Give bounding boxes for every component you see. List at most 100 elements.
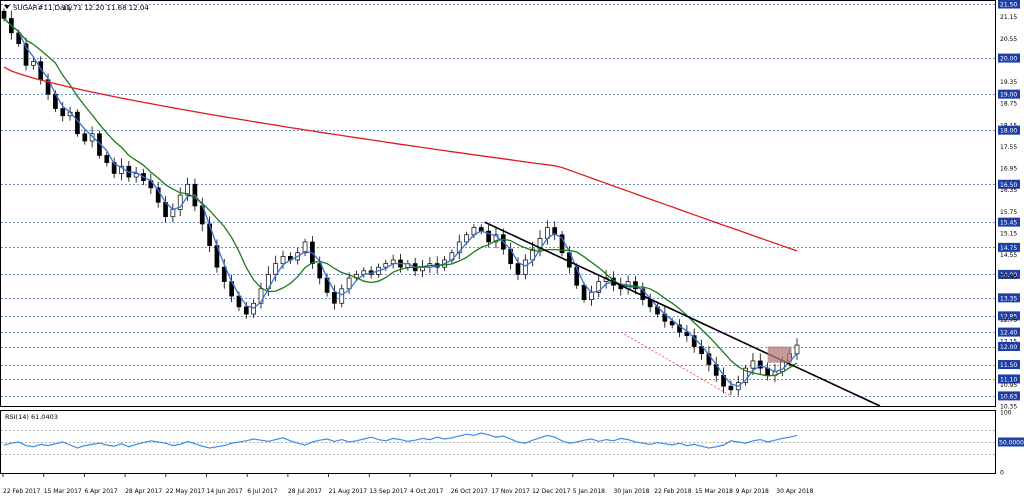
price-level-badge bbox=[998, 179, 1020, 189]
time-axis-label: 4 Oct 2017 bbox=[410, 488, 443, 495]
candle-body bbox=[750, 360, 756, 369]
candle-body bbox=[332, 292, 337, 304]
price-axis-label: 18.00 bbox=[1000, 128, 1017, 135]
price-axis-label: 13.35 bbox=[1000, 295, 1017, 302]
price-axis-label: 19.00 bbox=[1000, 92, 1017, 99]
medium-moving-average-line bbox=[3, 17, 798, 377]
price-axis-label: 15.45 bbox=[1000, 220, 1017, 227]
candle-body bbox=[243, 306, 249, 315]
candle-body bbox=[633, 281, 638, 290]
time-axis-label: 14 Jun 2017 bbox=[207, 488, 243, 495]
chart-menu-icon[interactable] bbox=[4, 5, 10, 9]
candle-body bbox=[669, 320, 675, 326]
time-axis-label: 5 Jan 2018 bbox=[573, 488, 605, 495]
candle-body bbox=[104, 155, 110, 163]
rsi-panel-frame bbox=[0, 410, 996, 474]
price-level-badge bbox=[998, 242, 1020, 252]
rsi-line bbox=[3, 432, 798, 449]
price-level-badge bbox=[998, 342, 1020, 352]
candle-body bbox=[684, 331, 690, 337]
candle-body bbox=[1, 10, 7, 19]
dashed-support-line bbox=[620, 331, 732, 397]
price-axis-label: 18.75 bbox=[1000, 101, 1017, 108]
price-axis: 21.5021.1520.5520.0019.3519.0018.7518.15… bbox=[998, 0, 1020, 411]
candle-body bbox=[177, 194, 183, 210]
candle-body bbox=[185, 183, 190, 196]
candle-body bbox=[596, 281, 602, 293]
candle-body bbox=[677, 324, 682, 333]
slow-moving-average-line bbox=[3, 66, 798, 252]
price-axis-label: 10.95 bbox=[1000, 382, 1017, 389]
price-grid bbox=[0, 0, 996, 474]
time-axis-label: 22 Feb 2017 bbox=[3, 488, 41, 495]
time-axis-label: 30 Jan 2018 bbox=[614, 488, 650, 495]
time-axis-label: 22 May 2017 bbox=[166, 488, 205, 495]
price-axis-label: 11.50 bbox=[1000, 362, 1017, 369]
price-axis-label: 14.75 bbox=[1000, 245, 1017, 252]
price-axis-label: 15.15 bbox=[1000, 230, 1017, 237]
rsi-title: RSI(14) 61.0403 bbox=[5, 413, 58, 421]
time-axis-label: 28 Jul 2017 bbox=[288, 488, 322, 495]
price-axis-label: 21.15 bbox=[1000, 14, 1017, 21]
candle-body bbox=[273, 263, 279, 275]
candle-body bbox=[515, 263, 521, 275]
candle-body bbox=[346, 277, 352, 290]
rsi-axis-label: 50.0000 bbox=[999, 440, 1024, 447]
price-level-badge bbox=[998, 374, 1020, 384]
time-axis: 22 Feb 2017 15 Mar 2017 6 Apr 2017 28 Apr 2… bbox=[2, 474, 814, 495]
price-axis-label: 20.00 bbox=[1000, 56, 1017, 63]
price-level-badge bbox=[998, 327, 1020, 337]
candle-body bbox=[456, 241, 462, 254]
highlight-zone-box bbox=[767, 346, 792, 363]
candle-body bbox=[383, 263, 389, 268]
price-axis-label: 12.75 bbox=[1000, 317, 1017, 324]
chart-header: SUGAR#11,Daily 11.71 12.20 11.68 12.04 bbox=[4, 4, 149, 12]
time-axis-label: 28 Apr 2017 bbox=[125, 488, 162, 495]
price-axis-label: 16.50 bbox=[1000, 182, 1017, 189]
candle-body bbox=[119, 165, 124, 174]
price-level-badge bbox=[998, 360, 1020, 370]
candle-body bbox=[236, 295, 242, 308]
candle-body bbox=[339, 288, 345, 304]
candle-body bbox=[552, 227, 558, 236]
price-axis-label: 17.55 bbox=[1000, 144, 1017, 151]
rsi-level-badge bbox=[998, 437, 1024, 447]
candle-body bbox=[258, 288, 264, 304]
moving-averages bbox=[3, 17, 798, 387]
candle-body bbox=[302, 241, 308, 254]
candle-body bbox=[464, 234, 469, 243]
price-level-badge bbox=[998, 293, 1020, 303]
price-axis-label: 16.95 bbox=[1000, 166, 1017, 173]
time-axis-label: 9 Apr 2018 bbox=[736, 488, 769, 495]
candle-body bbox=[691, 335, 697, 347]
price-level-badge bbox=[998, 217, 1020, 227]
price-axis-label: 19.35 bbox=[1000, 79, 1017, 86]
candle-body bbox=[31, 61, 36, 66]
candle-body bbox=[280, 256, 286, 264]
candle-body bbox=[221, 266, 227, 282]
ohlc-label: 11.71 12.20 11.68 12.04 bbox=[62, 4, 149, 12]
candle-body bbox=[82, 133, 88, 142]
candle-body bbox=[530, 248, 536, 261]
candlestick-series bbox=[1, 8, 800, 396]
price-axis-label: 16.35 bbox=[1000, 187, 1017, 194]
candle-body bbox=[699, 346, 704, 355]
candle-body bbox=[522, 259, 528, 275]
price-axis-label: 11.10 bbox=[1000, 376, 1017, 383]
fast-moving-average-line bbox=[3, 17, 798, 387]
rsi-panel: RSI(14) 61.0403 100 50.0000 0 bbox=[1, 410, 1024, 477]
candle-body bbox=[728, 385, 734, 391]
price-level-badge bbox=[998, 89, 1020, 99]
candle-body bbox=[589, 292, 594, 300]
candle-body bbox=[60, 108, 66, 117]
price-axis-label: 13.95 bbox=[1000, 274, 1017, 281]
candle-body bbox=[743, 367, 748, 383]
descending-trendline bbox=[484, 221, 881, 407]
price-level-badge bbox=[998, 125, 1020, 135]
price-axis-label: 14.55 bbox=[1000, 252, 1017, 259]
candle-body bbox=[317, 263, 323, 279]
candle-body bbox=[23, 43, 29, 66]
rsi-axis-label: 100 bbox=[1000, 410, 1012, 417]
